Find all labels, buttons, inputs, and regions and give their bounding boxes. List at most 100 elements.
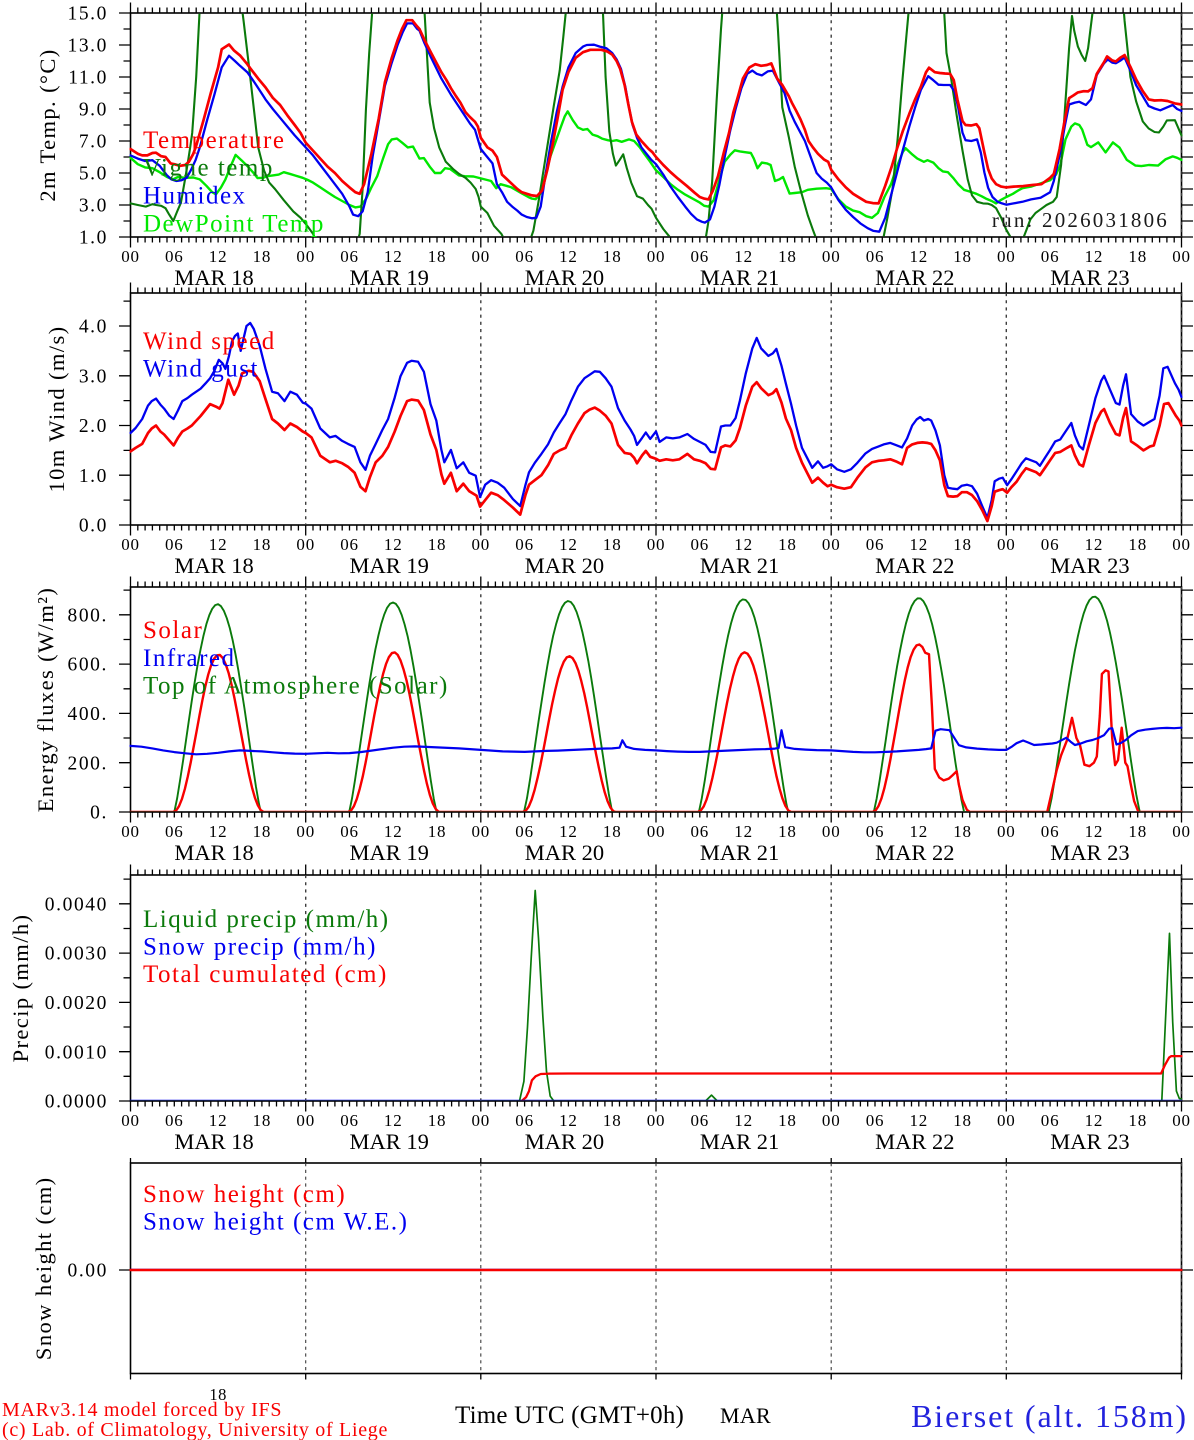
svg-text:Energy fluxes (W/m²): Energy fluxes (W/m²) (33, 587, 58, 813)
svg-text:00: 00 (1172, 1111, 1191, 1130)
svg-text:MAR 19: MAR 19 (350, 265, 429, 290)
svg-text:Precip (mm/h): Precip (mm/h) (8, 914, 33, 1063)
svg-text:06: 06 (1041, 535, 1060, 554)
svg-text:12: 12 (209, 1111, 228, 1130)
svg-text:400.: 400. (67, 704, 108, 725)
svg-text:MAR 23: MAR 23 (1050, 840, 1129, 865)
svg-text:18: 18 (1128, 1111, 1147, 1130)
svg-text:MAR 20: MAR 20 (525, 265, 604, 290)
svg-text:18: 18 (778, 1111, 797, 1130)
svg-text:MAR 21: MAR 21 (700, 265, 779, 290)
svg-text:00: 00 (822, 535, 841, 554)
svg-text:06: 06 (340, 822, 359, 841)
svg-text:600.: 600. (67, 655, 108, 676)
svg-text:12: 12 (1085, 247, 1104, 266)
svg-text:0.0040: 0.0040 (45, 894, 108, 915)
svg-text:12: 12 (1085, 535, 1104, 554)
svg-text:18: 18 (1128, 822, 1147, 841)
svg-text:Wind gust: Wind gust (143, 356, 259, 383)
svg-text:Wind speed: Wind speed (143, 328, 276, 355)
svg-text:00: 00 (1172, 822, 1191, 841)
svg-text:Liquid precip (mm/h): Liquid precip (mm/h) (143, 906, 390, 933)
svg-text:12: 12 (209, 535, 228, 554)
svg-text:MAR 22: MAR 22 (875, 1129, 954, 1154)
svg-text:0.: 0. (90, 803, 108, 824)
svg-text:12: 12 (559, 535, 578, 554)
svg-text:MAR 21: MAR 21 (700, 1129, 779, 1154)
svg-text:18: 18 (953, 822, 972, 841)
svg-text:5.0: 5.0 (79, 164, 108, 185)
svg-text:18: 18 (253, 1111, 272, 1130)
svg-text:Bierset (alt. 158m): Bierset (alt. 158m) (911, 1398, 1188, 1434)
svg-text:18: 18 (253, 535, 272, 554)
svg-text:00: 00 (296, 1111, 315, 1130)
svg-text:12: 12 (209, 247, 228, 266)
svg-text:06: 06 (165, 1111, 184, 1130)
svg-text:00: 00 (997, 535, 1016, 554)
svg-text:Top of Atmosphere (Solar): Top of Atmosphere (Solar) (143, 673, 449, 700)
svg-text:MAR 18: MAR 18 (174, 553, 253, 578)
svg-text:06: 06 (515, 822, 534, 841)
svg-text:run: 2026031806: run: 2026031806 (992, 208, 1169, 232)
svg-text:00: 00 (822, 247, 841, 266)
svg-text:00: 00 (471, 535, 490, 554)
svg-text:06: 06 (165, 535, 184, 554)
svg-text:12: 12 (909, 247, 928, 266)
svg-text:00: 00 (1172, 535, 1191, 554)
svg-text:18: 18 (603, 535, 622, 554)
svg-text:MAR 19: MAR 19 (350, 553, 429, 578)
svg-text:2m Temp. (°C): 2m Temp. (°C) (35, 48, 60, 201)
svg-text:MAR 23: MAR 23 (1050, 1129, 1129, 1154)
svg-text:0.0020: 0.0020 (45, 993, 108, 1014)
svg-text:18: 18 (428, 822, 447, 841)
svg-text:12: 12 (734, 822, 753, 841)
svg-text:200.: 200. (67, 753, 108, 774)
svg-text:MAR 22: MAR 22 (875, 553, 954, 578)
svg-text:12: 12 (909, 822, 928, 841)
svg-text:06: 06 (866, 822, 885, 841)
svg-text:12: 12 (384, 822, 403, 841)
svg-text:06: 06 (1041, 822, 1060, 841)
svg-text:4.0: 4.0 (79, 317, 108, 338)
svg-text:06: 06 (866, 247, 885, 266)
svg-text:18: 18 (253, 822, 272, 841)
svg-text:7.0: 7.0 (79, 132, 108, 153)
svg-text:06: 06 (515, 1111, 534, 1130)
svg-text:06: 06 (690, 535, 709, 554)
svg-text:12: 12 (559, 1111, 578, 1130)
svg-text:06: 06 (866, 535, 885, 554)
svg-text:00: 00 (822, 822, 841, 841)
svg-text:06: 06 (515, 247, 534, 266)
svg-text:MAR 18: MAR 18 (174, 1129, 253, 1154)
svg-text:Humidex: Humidex (143, 183, 247, 210)
svg-text:00: 00 (1172, 247, 1191, 266)
svg-text:Solar: Solar (143, 617, 203, 644)
svg-text:12: 12 (1085, 1111, 1104, 1130)
svg-text:00: 00 (121, 1111, 140, 1130)
svg-text:2.0: 2.0 (79, 416, 108, 437)
svg-text:0.0000: 0.0000 (45, 1092, 108, 1113)
svg-text:Vigne temp: Vigne temp (143, 155, 274, 182)
svg-text:00: 00 (296, 535, 315, 554)
svg-text:00: 00 (647, 1111, 666, 1130)
svg-text:MAR 19: MAR 19 (350, 1129, 429, 1154)
svg-text:18: 18 (778, 535, 797, 554)
svg-text:00: 00 (997, 822, 1016, 841)
svg-text:12: 12 (559, 247, 578, 266)
svg-text:00: 00 (296, 247, 315, 266)
svg-text:18: 18 (428, 247, 447, 266)
svg-text:MARv3.14 model forced by IFS: MARv3.14 model forced by IFS (2, 1399, 282, 1421)
svg-text:18: 18 (603, 1111, 622, 1130)
svg-text:MAR 20: MAR 20 (525, 840, 604, 865)
svg-text:0.0010: 0.0010 (45, 1042, 108, 1063)
svg-text:06: 06 (340, 535, 359, 554)
svg-text:18: 18 (428, 535, 447, 554)
svg-text:06: 06 (1041, 1111, 1060, 1130)
svg-text:12: 12 (384, 247, 403, 266)
svg-text:18: 18 (253, 247, 272, 266)
svg-text:06: 06 (165, 247, 184, 266)
svg-text:MAR 23: MAR 23 (1050, 265, 1129, 290)
svg-text:18: 18 (1128, 247, 1147, 266)
svg-text:06: 06 (340, 1111, 359, 1130)
svg-text:MAR 20: MAR 20 (525, 553, 604, 578)
